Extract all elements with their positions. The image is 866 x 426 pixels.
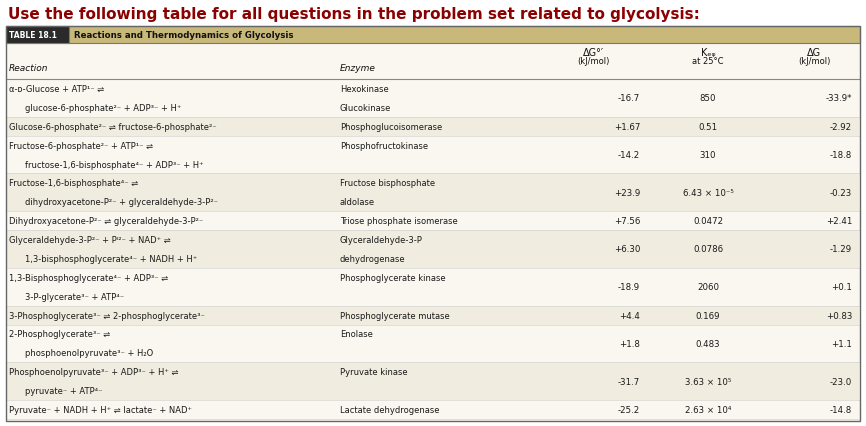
Bar [7,80,859,118]
Text: Phosphofructokinase: Phosphofructokinase [340,141,428,150]
Text: +4.4: +4.4 [619,311,640,320]
Text: -14.2: -14.2 [617,151,640,160]
Text: Fructose-1,6-bisphosphate⁴⁻ ⇌: Fructose-1,6-bisphosphate⁴⁻ ⇌ [9,179,139,188]
Text: +2.41: +2.41 [825,217,852,226]
Text: glucose-6-phosphate²⁻ + ADP³⁻ + H⁺: glucose-6-phosphate²⁻ + ADP³⁻ + H⁺ [25,104,181,112]
Text: 0.0472: 0.0472 [693,217,723,226]
Text: Triose phosphate isomerase: Triose phosphate isomerase [340,217,458,226]
Bar [6,27,69,44]
Text: Reactions and Thermodynamics of Glycolysis: Reactions and Thermodynamics of Glycolys… [74,31,294,40]
Text: +0.1: +0.1 [831,282,852,291]
Text: +23.9: +23.9 [614,188,640,197]
Text: fructose-1,6-bisphosphate⁴⁻ + ADP³⁻ + H⁺: fructose-1,6-bisphosphate⁴⁻ + ADP³⁻ + H⁺ [25,160,204,169]
Text: ΔG°′: ΔG°′ [583,48,604,58]
Text: Fructose bisphosphate: Fructose bisphosphate [340,179,435,188]
Text: Enolase: Enolase [340,330,373,339]
Text: -23.0: -23.0 [830,377,852,386]
Text: Phosphoglucoisomerase: Phosphoglucoisomerase [340,122,443,131]
Bar [7,230,859,268]
Text: +1.67: +1.67 [614,122,640,131]
Text: ΔG: ΔG [807,48,821,58]
Bar [7,174,859,212]
Text: +6.30: +6.30 [614,245,640,254]
Text: Glyceraldehyde-3-P²⁻ + Pᴵ²⁻ + NAD⁺ ⇌: Glyceraldehyde-3-P²⁻ + Pᴵ²⁻ + NAD⁺ ⇌ [9,236,171,245]
Text: (kJ/mol): (kJ/mol) [798,57,830,66]
Text: +7.56: +7.56 [614,217,640,226]
Text: α-ᴅ-Glucose + ATP¹⁻ ⇌: α-ᴅ-Glucose + ATP¹⁻ ⇌ [9,85,104,94]
Bar [6,27,860,44]
Text: Glucokinase: Glucokinase [340,104,391,112]
Text: 3-Phosphoglycerate³⁻ ⇌ 2-phosphoglycerate³⁻: 3-Phosphoglycerate³⁻ ⇌ 2-phosphoglycerat… [9,311,205,320]
Text: Phosphoglycerate kinase: Phosphoglycerate kinase [340,273,446,282]
Text: -2.92: -2.92 [830,122,852,131]
Text: +0.83: +0.83 [825,311,852,320]
Text: Fructose-6-phosphate²⁻ + ATP¹⁻ ⇌: Fructose-6-phosphate²⁻ + ATP¹⁻ ⇌ [9,141,153,150]
Bar [7,400,859,419]
Text: Kₑᵩ: Kₑᵩ [701,48,715,58]
Text: 3.63 × 10⁵: 3.63 × 10⁵ [685,377,731,386]
Bar [7,363,859,400]
Text: -1.29: -1.29 [830,245,852,254]
Text: Phosphoglycerate mutase: Phosphoglycerate mutase [340,311,449,320]
Text: -25.2: -25.2 [617,405,640,414]
Text: Glyceraldehyde-3-P: Glyceraldehyde-3-P [340,236,423,245]
Bar [6,44,860,421]
Text: 0.0786: 0.0786 [693,245,723,254]
Text: -18.9: -18.9 [617,282,640,291]
Text: 2.63 × 10⁴: 2.63 × 10⁴ [685,405,731,414]
Text: 6.43 × 10⁻⁵: 6.43 × 10⁻⁵ [682,188,734,197]
Text: Use the following table for all questions in the problem set related to glycolys: Use the following table for all question… [8,7,700,22]
Text: 0.51: 0.51 [699,122,718,131]
Text: -31.7: -31.7 [617,377,640,386]
Text: Phosphoenolpyruvate³⁻ + ADP³⁻ + H⁺ ⇌: Phosphoenolpyruvate³⁻ + ADP³⁻ + H⁺ ⇌ [9,367,178,377]
Text: 0.169: 0.169 [695,311,721,320]
Text: Reaction: Reaction [9,64,48,73]
Text: 0.483: 0.483 [695,339,721,348]
Text: Hexokinase: Hexokinase [340,85,389,94]
Text: (kJ/mol): (kJ/mol) [578,57,610,66]
Bar [7,268,859,306]
Text: -0.23: -0.23 [830,188,852,197]
Text: +1.8: +1.8 [619,339,640,348]
Text: -18.8: -18.8 [830,151,852,160]
Text: Pyruvate⁻ + NADH + H⁺ ⇌ lactate⁻ + NAD⁺: Pyruvate⁻ + NADH + H⁺ ⇌ lactate⁻ + NAD⁺ [9,405,192,414]
Text: pyruvate⁻ + ATP⁴⁻: pyruvate⁻ + ATP⁴⁻ [25,386,102,395]
Text: 1,3-Bisphosphoglycerate⁴⁻ + ADP³⁻ ⇌: 1,3-Bisphosphoglycerate⁴⁻ + ADP³⁻ ⇌ [9,273,168,282]
Text: 2-Phosphoglycerate³⁻ ⇌: 2-Phosphoglycerate³⁻ ⇌ [9,330,110,339]
Text: 310: 310 [700,151,716,160]
Text: dehydrogenase: dehydrogenase [340,254,405,263]
Bar [7,136,859,174]
Text: aldolase: aldolase [340,198,375,207]
Bar [7,306,859,325]
Text: -14.8: -14.8 [830,405,852,414]
Text: 850: 850 [700,94,716,103]
Text: phosphoenolpyruvate³⁻ + H₂O: phosphoenolpyruvate³⁻ + H₂O [25,348,153,357]
Text: +1.1: +1.1 [831,339,852,348]
Text: -33.9*: -33.9* [825,94,852,103]
Text: at 25°C: at 25°C [692,57,724,66]
Text: dihydroxyacetone-P²⁻ + glyceraldehyde-3-P²⁻: dihydroxyacetone-P²⁻ + glyceraldehyde-3-… [25,198,218,207]
Text: Lactate dehydrogenase: Lactate dehydrogenase [340,405,440,414]
Bar [7,118,859,136]
Text: -16.7: -16.7 [617,94,640,103]
Text: TABLE 18.1: TABLE 18.1 [9,31,57,40]
Text: 2060: 2060 [697,282,719,291]
Text: Pyruvate kinase: Pyruvate kinase [340,367,408,377]
Text: Dihydroxyacetone-P²⁻ ⇌ glyceraldehyde-3-P²⁻: Dihydroxyacetone-P²⁻ ⇌ glyceraldehyde-3-… [9,217,204,226]
Text: 3-P-glycerate³⁻ + ATP⁴⁻: 3-P-glycerate³⁻ + ATP⁴⁻ [25,292,124,301]
Text: 1,3-bisphosphoglycerate⁴⁻ + NADH + H⁺: 1,3-bisphosphoglycerate⁴⁻ + NADH + H⁺ [25,254,197,263]
Text: Glucose-6-phosphate²⁻ ⇌ fructose-6-phosphate²⁻: Glucose-6-phosphate²⁻ ⇌ fructose-6-phosp… [9,122,216,131]
Bar [7,325,859,363]
Text: Enzyme: Enzyme [340,64,376,73]
Bar [7,212,859,230]
